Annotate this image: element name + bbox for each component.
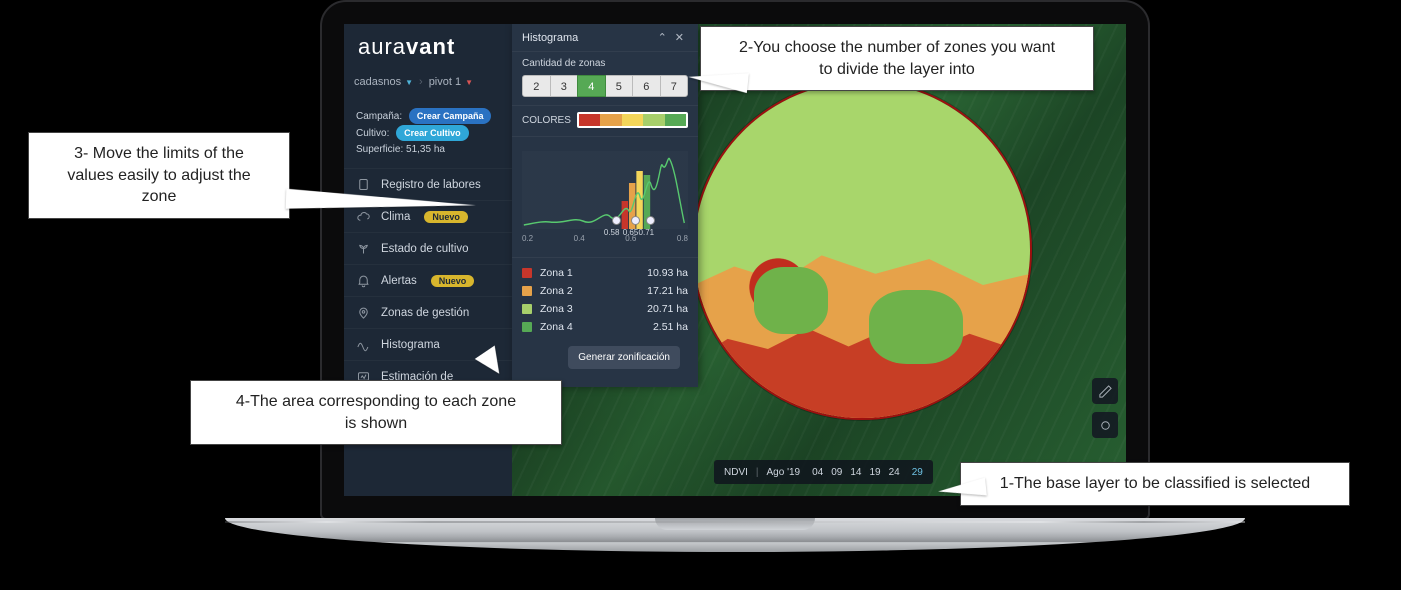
crumb-farm[interactable]: cadasnos ▼ xyxy=(354,76,413,88)
callout-3-line3: zone xyxy=(43,186,275,208)
histogram-tick: 0.8 xyxy=(677,234,688,243)
zones-count-selector: 234567 xyxy=(522,75,688,97)
sidebar-item-label: Registro de labores xyxy=(381,179,481,191)
timeline-day[interactable]: 14 xyxy=(850,467,861,478)
slider-knob[interactable] xyxy=(612,216,621,225)
zone-name: Zona 2 xyxy=(540,285,647,297)
zone-area: 17.21 ha xyxy=(647,285,688,297)
meta-surface: Superficie: 51,35 ha xyxy=(356,142,500,158)
create-crop-button[interactable]: Crear Cultivo xyxy=(396,125,469,141)
histogram-chart: 0.20.40.60.8 0.580.650.71 xyxy=(522,151,688,229)
crumb-farm-label: cadasnos xyxy=(354,76,401,88)
color-ramp[interactable] xyxy=(577,112,688,128)
zone-area-list: Zona 1 10.93 ha Zona 2 17.21 ha Zona 3 2… xyxy=(522,264,688,336)
histogram-tick: 0.2 xyxy=(522,234,533,243)
callout-2-line2: to divide the layer into xyxy=(715,59,1079,81)
zone-swatch xyxy=(522,322,532,332)
callout-4-line1: 4-The area corresponding to each zone xyxy=(205,391,547,413)
layers-tool[interactable] xyxy=(1092,412,1118,438)
zone-count-5[interactable]: 5 xyxy=(605,75,634,97)
callout-1-line1: 1-The base layer to be classified is sel… xyxy=(975,473,1335,495)
zone-swatch xyxy=(522,268,532,278)
pin-icon xyxy=(356,305,371,320)
sidebar-item-sprout[interactable]: Estado de cultivo xyxy=(344,232,512,264)
zone-count-7[interactable]: 7 xyxy=(660,75,689,97)
timeline-layer[interactable]: NDVI xyxy=(724,467,748,478)
sidebar-item-label: Estado de cultivo xyxy=(381,243,469,255)
zone-name: Zona 4 xyxy=(540,321,653,333)
sidebar-item-label: Alertas xyxy=(381,275,417,287)
zone-swatch xyxy=(522,286,532,296)
zones-count-label: Cantidad de zonas xyxy=(522,58,688,69)
map-tools xyxy=(1092,378,1118,438)
zone-area: 10.93 ha xyxy=(647,267,688,279)
callout-4-line2: is shown xyxy=(205,413,547,435)
zone-row: Zona 2 17.21 ha xyxy=(522,282,688,300)
slider-value: 0.65 xyxy=(623,228,639,237)
sprout-icon xyxy=(356,241,371,256)
meta-campaign-label: Campaña: xyxy=(356,111,402,122)
zone-count-6[interactable]: 6 xyxy=(632,75,661,97)
laptop-base xyxy=(225,518,1245,552)
wave-icon xyxy=(356,337,371,352)
new-badge: Nuevo xyxy=(431,275,475,287)
zone-count-3[interactable]: 3 xyxy=(550,75,579,97)
zone-area: 20.71 ha xyxy=(647,303,688,315)
sidebar-item-label: Histograma xyxy=(381,339,440,351)
slider-value: 0.71 xyxy=(639,228,655,237)
zone-name: Zona 3 xyxy=(540,303,647,315)
crumb-field[interactable]: pivot 1 ▼ xyxy=(429,76,473,88)
zoned-pivot-field xyxy=(692,80,1032,420)
slider-knob[interactable] xyxy=(631,216,640,225)
sidebar-item-label: Zonas de gestión xyxy=(381,307,469,319)
timeline-day[interactable]: 24 xyxy=(889,467,900,478)
brand: auravant xyxy=(344,24,512,72)
bell-icon xyxy=(356,273,371,288)
panel-title: Histograma xyxy=(522,32,578,44)
slider-knob[interactable] xyxy=(646,216,655,225)
ruler-tool[interactable] xyxy=(1092,378,1118,404)
histogram-panel: Histograma ⌃ ✕ Cantidad de zonas 234567 … xyxy=(512,24,698,387)
meta-crop-label: Cultivo: xyxy=(356,128,389,139)
brand-bold: vant xyxy=(406,34,455,59)
histogram-slider[interactable]: 0.580.650.71 xyxy=(612,220,675,230)
callout-3: 3- Move the limits of the values easily … xyxy=(28,132,290,219)
zone-name: Zona 1 xyxy=(540,267,647,279)
crumb-field-label: pivot 1 xyxy=(429,76,461,88)
generate-zonification-button[interactable]: Generar zonificación xyxy=(568,346,680,369)
callout-3-line1: 3- Move the limits of the xyxy=(43,143,275,165)
callout-2-line1: 2-You choose the number of zones you wan… xyxy=(715,37,1079,59)
callout-3-line2: values easily to adjust the xyxy=(43,165,275,187)
chevron-down-icon: ▼ xyxy=(405,78,413,87)
callout-1: 1-The base layer to be classified is sel… xyxy=(960,462,1350,506)
zone-count-2[interactable]: 2 xyxy=(522,75,551,97)
chevron-down-icon: ▼ xyxy=(465,78,473,87)
close-icon[interactable]: ✕ xyxy=(671,31,688,44)
ndvi-timeline[interactable]: NDVI | Ago '19 0409141924 29 xyxy=(714,460,933,484)
timeline-day[interactable]: 04 xyxy=(812,467,823,478)
zone-row: Zona 3 20.71 ha xyxy=(522,300,688,318)
sidebar-item-bell[interactable]: Alertas Nuevo xyxy=(344,264,512,296)
timeline-selected-day[interactable]: 29 xyxy=(912,467,923,478)
callout-2: 2-You choose the number of zones you wan… xyxy=(700,26,1094,91)
brand-light: aura xyxy=(358,34,406,59)
create-campaign-button[interactable]: Crear Campaña xyxy=(409,108,492,124)
zone-area: 2.51 ha xyxy=(653,321,688,333)
zone-row: Zona 1 10.93 ha xyxy=(522,264,688,282)
callout-4: 4-The area corresponding to each zone is… xyxy=(190,380,562,445)
timeline-day[interactable]: 09 xyxy=(831,467,842,478)
field-meta: Campaña: Crear Campaña Cultivo: Crear Cu… xyxy=(344,102,512,164)
sidebar-item-pin[interactable]: Zonas de gestión xyxy=(344,296,512,328)
timeline-day[interactable]: 19 xyxy=(870,467,881,478)
colors-label: COLORES xyxy=(522,115,571,126)
zone-count-4[interactable]: 4 xyxy=(577,75,606,97)
zone-row: Zona 4 2.51 ha xyxy=(522,318,688,336)
zone-swatch xyxy=(522,304,532,314)
histogram-tick: 0.4 xyxy=(574,234,585,243)
slider-value: 0.58 xyxy=(604,228,620,237)
clipboard-icon xyxy=(356,177,371,192)
collapse-icon[interactable]: ⌃ xyxy=(654,31,671,44)
timeline-month: Ago '19 xyxy=(767,467,801,478)
breadcrumb: cadasnos ▼ › pivot 1 ▼ xyxy=(344,72,512,102)
